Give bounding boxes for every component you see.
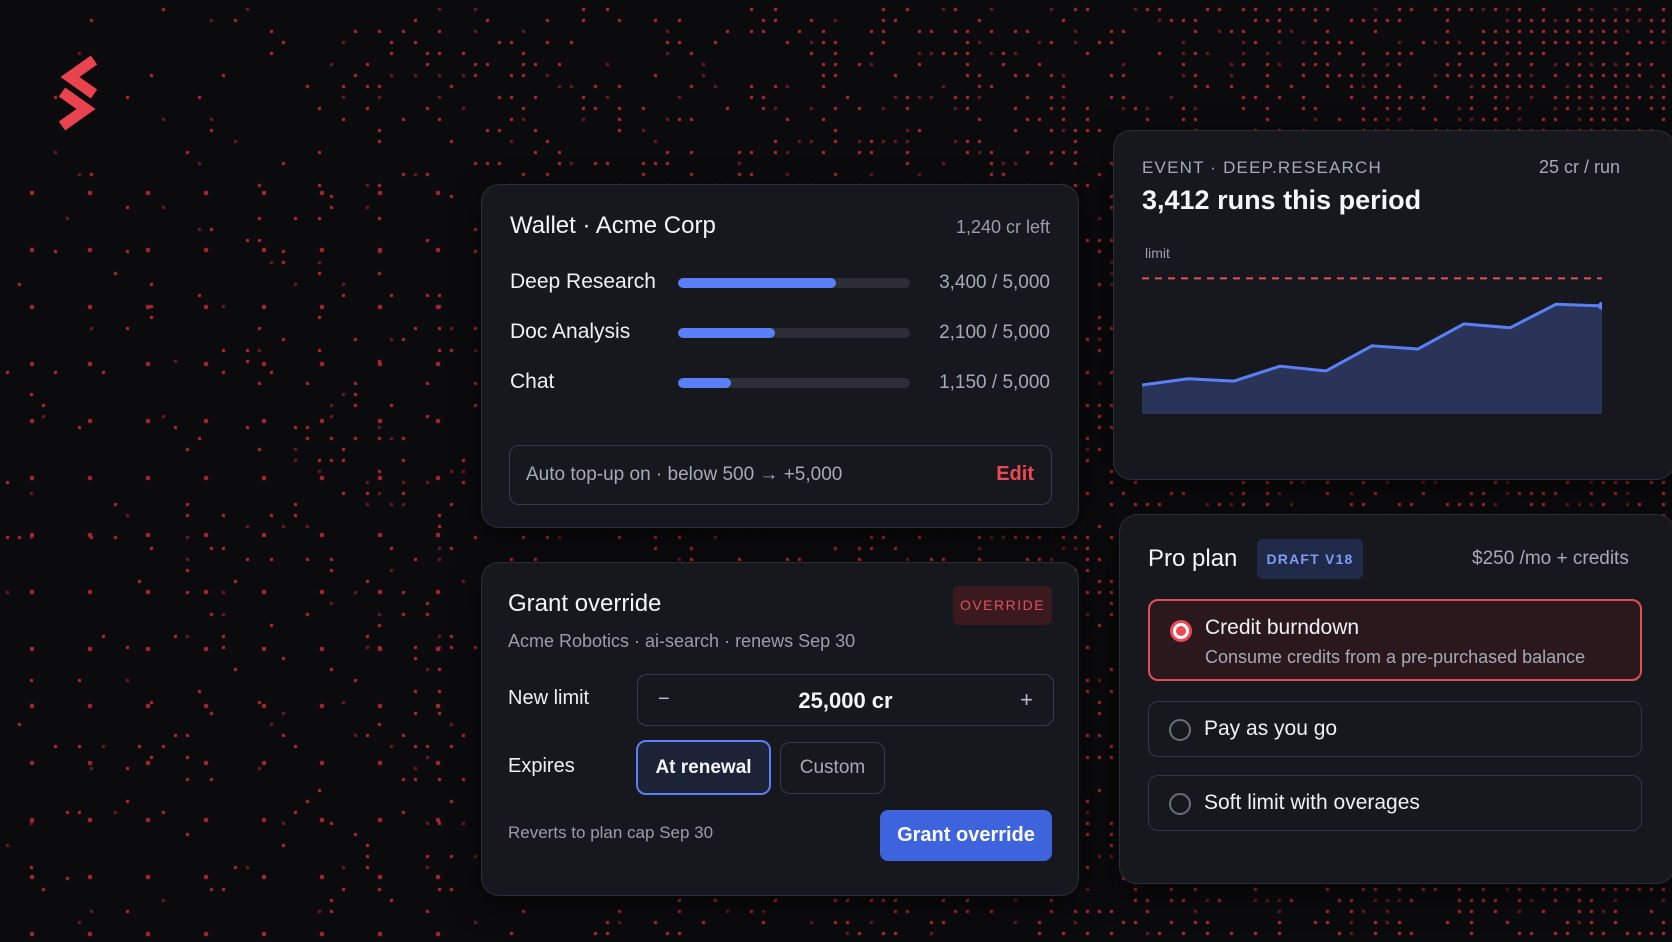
data-point xyxy=(1279,365,1281,367)
auto-topup-text: Auto top-up on · below 500 → +5,000 xyxy=(526,464,843,485)
usage-label: Chat xyxy=(510,370,555,393)
plan-title: Pro plan xyxy=(1148,545,1238,572)
usage-label: Doc Analysis xyxy=(510,320,631,343)
runs-area-chart: limit xyxy=(1142,245,1602,414)
usage-label: Deep Research xyxy=(510,270,656,293)
option-description: Consume credits from a pre-purchased bal… xyxy=(1205,647,1586,667)
grant-title: Grant override xyxy=(508,590,662,617)
usage-bar-fill xyxy=(678,278,836,288)
credits-left: 1,240 cr left xyxy=(955,217,1050,237)
usage-value: 1,150 / 5,000 xyxy=(939,372,1050,393)
grant-subtitle: Acme Robotics · ai-search · renews Sep 3… xyxy=(508,631,856,651)
pro-plan-card: Pro plan DRAFT V18 $250 /mo + credits Cr… xyxy=(1119,514,1672,884)
event-usage-card: EVENT · DEEP.RESEARCH 25 cr / run 3,412 … xyxy=(1113,130,1672,480)
usage-bar-fill xyxy=(678,378,732,388)
wallet-title: Wallet · Acme Corp xyxy=(510,212,716,239)
decrement-button[interactable]: − xyxy=(658,688,670,710)
radio-selected-icon[interactable] xyxy=(1170,620,1192,642)
auto-topup-box: Auto top-up on · below 500 → +5,000 Edit xyxy=(509,445,1052,505)
data-point xyxy=(1187,378,1189,380)
runs-headline: 3,412 runs this period xyxy=(1142,185,1422,215)
limit-value[interactable]: 25,000 cr xyxy=(798,688,893,713)
edit-auto-topup-link[interactable]: Edit xyxy=(996,463,1034,485)
wallet-card: Wallet · Acme Corp 1,240 cr left Deep Re… xyxy=(481,184,1079,528)
data-point xyxy=(1417,348,1419,350)
radio-icon[interactable] xyxy=(1169,793,1191,815)
expires-label: Expires xyxy=(508,755,575,777)
expires-custom-option[interactable]: Custom xyxy=(780,742,885,794)
data-point xyxy=(1509,327,1511,329)
usage-value: 3,400 / 5,000 xyxy=(939,272,1050,293)
usage-bar xyxy=(678,278,910,288)
revert-note: Reverts to plan cap Sep 30 xyxy=(508,823,714,842)
usage-value: 2,100 / 5,000 xyxy=(939,322,1050,343)
radio-icon[interactable] xyxy=(1169,719,1191,741)
runs-points xyxy=(1142,301,1602,386)
runs-area xyxy=(1142,304,1602,414)
increment-button[interactable]: + xyxy=(1020,687,1033,712)
data-point xyxy=(1325,370,1327,372)
data-point xyxy=(1555,303,1557,305)
data-point xyxy=(1142,384,1143,386)
data-point xyxy=(1371,345,1373,347)
limit-stepper[interactable]: − 25,000 cr + xyxy=(637,674,1054,726)
plan-price: $250 /mo + credits xyxy=(1472,548,1629,569)
option-label: Soft limit with overages xyxy=(1204,791,1420,814)
expires-at-renewal-option[interactable]: At renewal xyxy=(636,740,771,795)
new-limit-label: New limit xyxy=(508,687,590,709)
data-point xyxy=(1463,323,1465,325)
brand-s-logo-icon xyxy=(58,55,98,131)
data-point xyxy=(1233,380,1235,382)
draft-version-badge: DRAFT V18 xyxy=(1257,539,1363,579)
option-label: Pay as you go xyxy=(1204,717,1338,740)
usage-bar xyxy=(678,328,910,338)
usage-bar-fill xyxy=(678,328,776,338)
grant-override-button[interactable]: Grant override xyxy=(880,810,1052,861)
option-credit-burndown[interactable]: Credit burndown Consume credits from a p… xyxy=(1148,599,1642,681)
event-rate: 25 cr / run xyxy=(1539,157,1621,177)
option-label: Credit burndown xyxy=(1205,616,1360,639)
option-pay-as-you-go[interactable]: Pay as you go xyxy=(1148,701,1642,757)
limit-label: limit xyxy=(1145,245,1170,261)
data-point xyxy=(1598,301,1602,310)
usage-row-chat: Chat 1,150 / 5,000 xyxy=(510,368,1050,396)
override-badge: OVERRIDE xyxy=(953,586,1052,625)
usage-bar xyxy=(678,378,910,388)
usage-row-doc-analysis: Doc Analysis 2,100 / 5,000 xyxy=(510,318,1050,346)
grant-override-card: Grant override OVERRIDE Acme Robotics · … xyxy=(481,562,1079,896)
option-soft-limit[interactable]: Soft limit with overages xyxy=(1148,775,1642,831)
usage-row-deep-research: Deep Research 3,400 / 5,000 xyxy=(510,268,1050,296)
event-name: EVENT · DEEP.RESEARCH xyxy=(1142,158,1382,177)
